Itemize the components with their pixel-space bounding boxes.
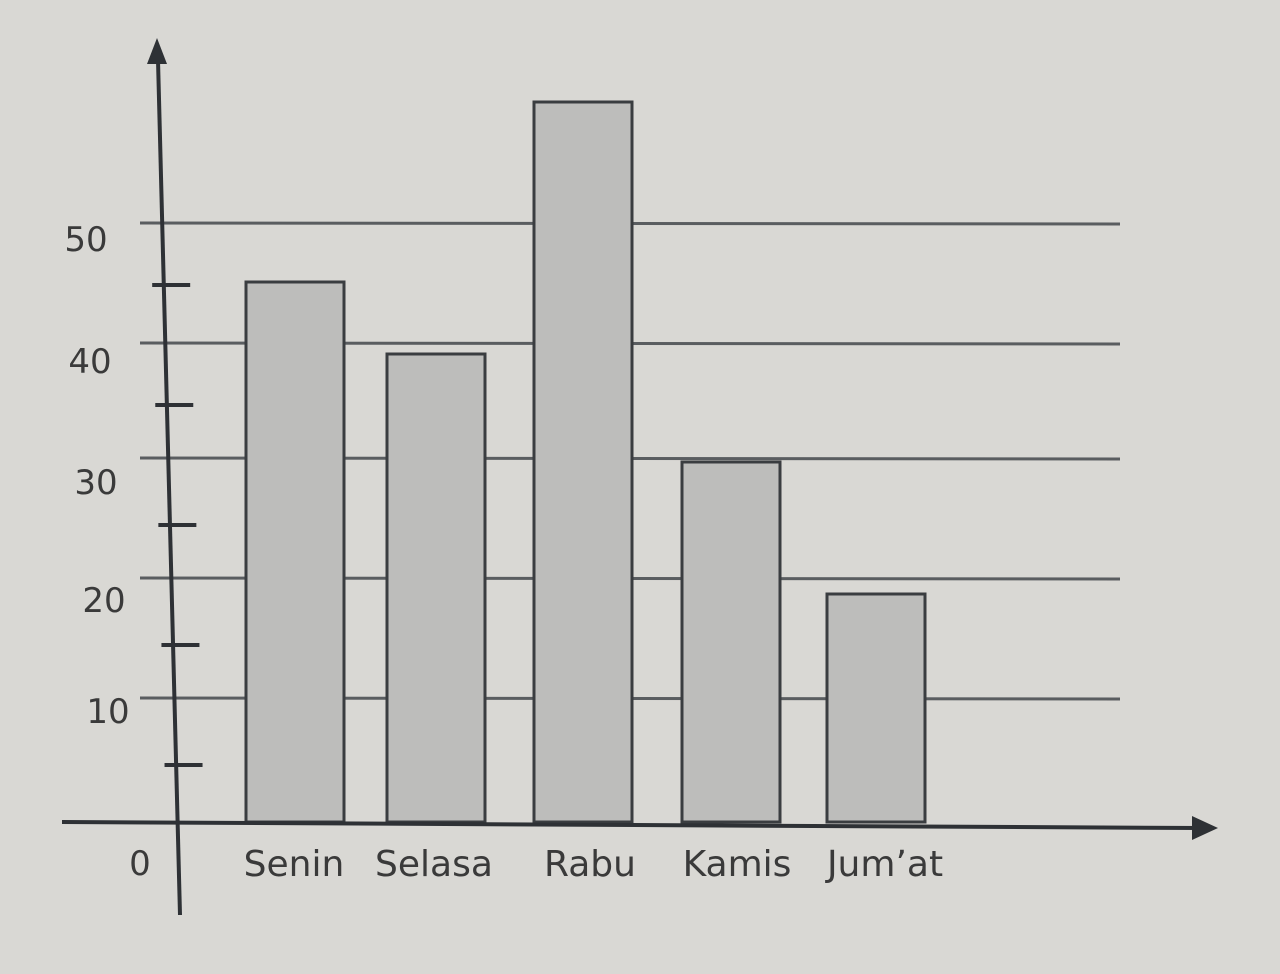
y-tick-label-30: 30: [74, 463, 117, 503]
bar-selasa: [385, 352, 487, 824]
bar-rabu: [532, 100, 634, 824]
x-category-label-selasa: Selasa: [375, 844, 493, 885]
y-tick-label-40: 40: [68, 342, 111, 382]
x-category-label-senin: Senin: [244, 844, 345, 885]
y-axis-line: [156, 59, 182, 916]
y-tick-label-50: 50: [64, 220, 107, 260]
y-tick-label-10: 10: [86, 692, 129, 732]
bar-senin: [244, 280, 346, 824]
x-axis-line: [61, 820, 1201, 830]
x-category-label-kamis: Kamis: [683, 844, 792, 885]
labels: 0 10 20 30 40 50 Senin Selasa Rabu Kamis…: [64, 220, 943, 885]
x-axis-arrow-icon: [1192, 816, 1218, 840]
y-tick-label-20: 20: [82, 581, 125, 621]
axes: [61, 38, 1218, 916]
x-category-label-jumat: Jum’at: [825, 844, 943, 885]
bars: [244, 100, 927, 824]
minor-ticks: [152, 283, 203, 767]
y-axis-arrow-icon: [147, 38, 167, 64]
x-category-label-rabu: Rabu: [544, 844, 636, 885]
bar-jumat: [825, 592, 927, 824]
bar-kamis: [680, 460, 782, 824]
y-tick-label-0: 0: [129, 844, 151, 884]
